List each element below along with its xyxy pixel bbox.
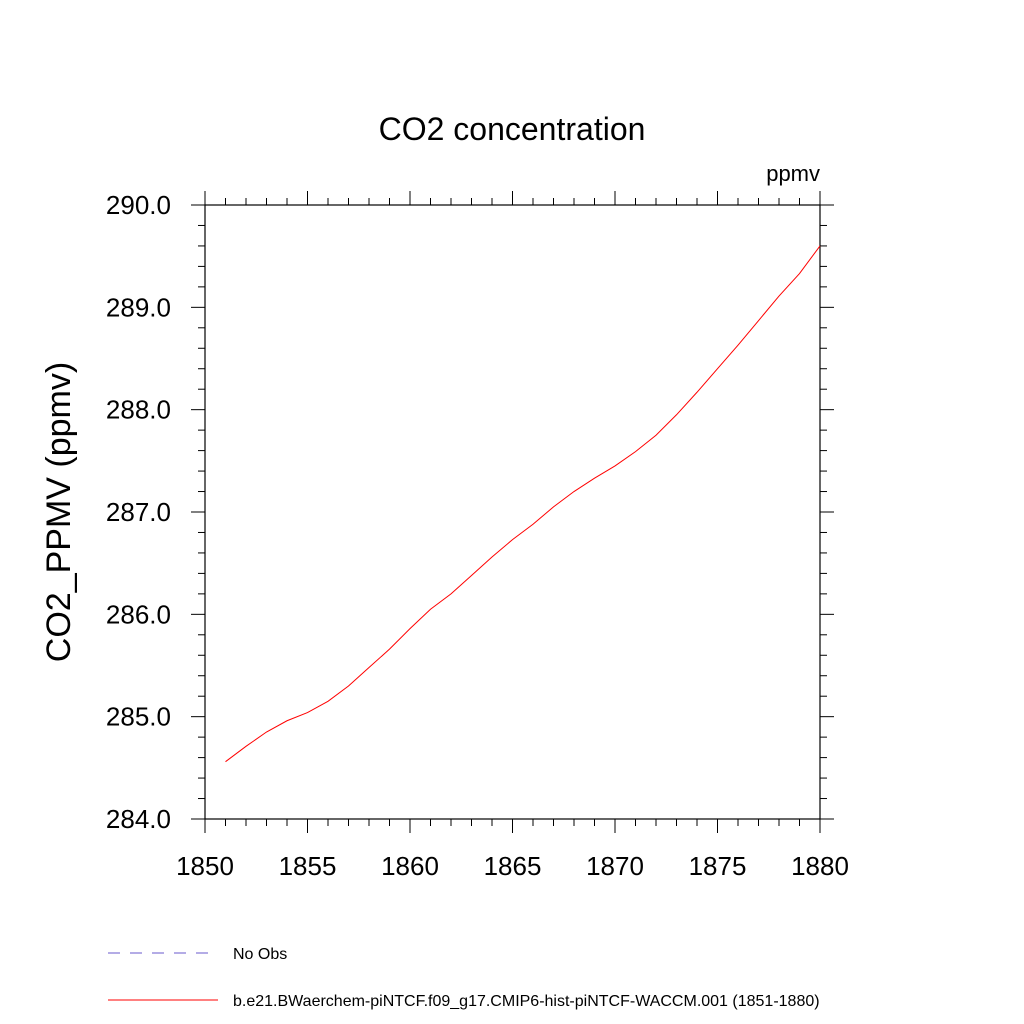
- y-tick-label: 290.0: [106, 190, 171, 220]
- legend-label: b.e21.BWaerchem-piNTCF.f09_g17.CMIP6-his…: [233, 993, 820, 1010]
- x-tick-label: 1880: [791, 851, 849, 881]
- legend: No Obs b.e21.BWaerchem-piNTCF.f09_g17.CMI…: [108, 946, 820, 1010]
- y-axis-label: CO2_PPMV (ppmv): [40, 362, 78, 662]
- plot-frame: [204, 204, 821, 820]
- x-tick-label: 1865: [484, 851, 542, 881]
- series-line: [225, 245, 821, 763]
- units-label: ppmv: [766, 161, 820, 186]
- x-tick-label: 1875: [689, 851, 747, 881]
- y-tick-label: 285.0: [106, 702, 171, 732]
- x-tick-label: 1860: [381, 851, 439, 881]
- x-tick-label: 1870: [586, 851, 644, 881]
- x-tick-label: 1855: [279, 851, 337, 881]
- y-tick-label: 284.0: [106, 804, 171, 834]
- chart-title: CO2 concentration: [379, 111, 646, 147]
- x-tick-label: 1850: [176, 851, 234, 881]
- y-tick-label: 289.0: [106, 292, 171, 322]
- y-tick-label: 286.0: [106, 599, 171, 629]
- y-tick-label: 287.0: [106, 497, 171, 527]
- legend-label: No Obs: [233, 946, 287, 963]
- y-tick-label: 288.0: [106, 395, 171, 425]
- plot-area: 1850 1855 1860 1865 1870 1875 1880 284.0 285.0 28…: [106, 190, 849, 881]
